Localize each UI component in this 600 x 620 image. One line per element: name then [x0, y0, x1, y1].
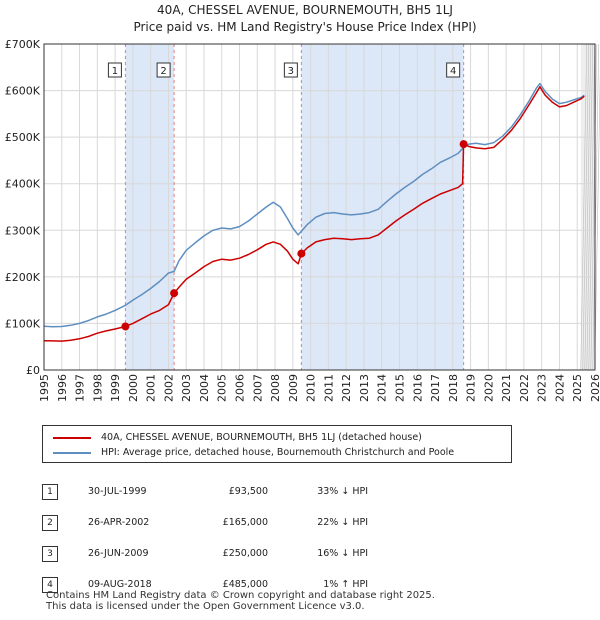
- legend-swatch-hpi: [53, 451, 91, 454]
- x-tick-label: 2009: [287, 374, 300, 402]
- x-tick-label: 2014: [376, 374, 389, 402]
- y-tick-label: £100K: [5, 317, 41, 330]
- future-hatch: [584, 43, 592, 371]
- future-hatch: [590, 43, 598, 371]
- x-tick-label: 1997: [74, 374, 87, 402]
- x-tick-label: 2005: [216, 374, 229, 402]
- future-hatch: [580, 43, 588, 371]
- y-tick-label: £500K: [5, 131, 41, 144]
- table-row: 4 09-AUG-2018 £485,000 1% ↑ HPI: [42, 569, 368, 600]
- y-tick-label: £0: [26, 364, 40, 377]
- future-hatch: [586, 43, 594, 371]
- x-tick-label: 2020: [482, 374, 495, 402]
- table-row: 3 26-JUN-2009 £250,000 16% ↓ HPI: [42, 538, 368, 569]
- transaction-label: 1: [112, 66, 118, 77]
- x-tick-label: 2024: [553, 374, 566, 402]
- y-tick-label: £300K: [5, 224, 41, 237]
- chart-subtitle: Price paid vs. HM Land Registry's House …: [133, 20, 476, 34]
- future-hatch: [592, 43, 600, 371]
- transactions-table: 1 30-JUL-1999 £93,500 33% ↓ HPI 2 26-APR…: [42, 476, 368, 600]
- transaction-price: £93,500: [228, 486, 268, 497]
- x-tick-label: 1999: [109, 374, 122, 402]
- x-tick-label: 2011: [322, 374, 335, 402]
- y-tick-label: £400K: [5, 178, 41, 191]
- price-chart: 40A, CHESSEL AVENUE, BOURNEMOUTH, BH5 1L…: [5, 3, 600, 402]
- transaction-hpi: 22% ↓ HPI: [317, 517, 368, 528]
- x-tick-label: 1998: [91, 374, 104, 402]
- x-tick-label: 2008: [269, 374, 282, 402]
- transaction-number: 3: [42, 545, 58, 562]
- transaction-hpi: 33% ↓ HPI: [317, 486, 368, 497]
- shaded-period: [301, 44, 464, 370]
- transaction-label-box: [283, 62, 298, 78]
- x-tick-label: 1996: [56, 374, 69, 402]
- footer-licence: This data is licensed under the Open Gov…: [46, 601, 365, 612]
- future-hatch: [588, 43, 596, 371]
- price-paid-line: [43, 86, 585, 342]
- x-tick-label: 2016: [411, 374, 424, 402]
- x-tick-label: 2025: [571, 374, 584, 402]
- x-tick-label: 2002: [162, 374, 175, 402]
- plot-area: [43, 43, 596, 371]
- x-tick-label: 2022: [518, 374, 531, 402]
- legend-label-price: 40A, CHESSEL AVENUE, BOURNEMOUTH, BH5 1L…: [101, 432, 422, 443]
- sale-point: [121, 322, 130, 331]
- x-tick-label: 2013: [358, 374, 371, 402]
- sale-point: [459, 140, 468, 149]
- footer-copyright: Contains HM Land Registry data © Crown c…: [46, 590, 435, 601]
- transaction-date: 26-APR-2002: [88, 517, 150, 528]
- transaction-label-box: [107, 62, 122, 78]
- transaction-hpi: 16% ↓ HPI: [317, 548, 368, 559]
- shaded-period: [125, 44, 175, 370]
- hpi-line: [43, 82, 585, 328]
- transaction-date: 09-AUG-2018: [88, 579, 152, 590]
- transaction-label: 2: [160, 66, 166, 77]
- legend-item-hpi: HPI: Average price, detached house, Bour…: [53, 447, 454, 458]
- transaction-date: 26-JUN-2009: [88, 548, 149, 559]
- x-tick-label: 2000: [127, 374, 140, 402]
- legend-swatch-price: [53, 436, 91, 439]
- table-row: 2 26-APR-2002 £165,000 22% ↓ HPI: [42, 507, 368, 538]
- y-tick-label: £600K: [5, 85, 41, 98]
- x-tick-label: 1995: [38, 374, 51, 402]
- transaction-label-box: [156, 62, 171, 78]
- legend-item-price: 40A, CHESSEL AVENUE, BOURNEMOUTH, BH5 1L…: [53, 432, 422, 443]
- x-tick-label: 2001: [145, 374, 158, 402]
- chart-title: 40A, CHESSEL AVENUE, BOURNEMOUTH, BH5 1L…: [157, 3, 453, 17]
- transaction-label: 3: [288, 66, 294, 77]
- sale-point: [297, 249, 306, 258]
- x-tick-label: 2006: [234, 374, 247, 402]
- transaction-label: 4: [450, 66, 456, 77]
- x-tick-label: 2015: [393, 374, 406, 402]
- transaction-price: £250,000: [222, 548, 268, 559]
- legend-label-hpi: HPI: Average price, detached house, Bour…: [101, 447, 455, 458]
- x-tick-label: 2026: [589, 374, 600, 402]
- x-tick-label: 2003: [180, 374, 193, 402]
- footer: Contains HM Land Registry data © Crown c…: [46, 590, 435, 612]
- x-tick-label: 2019: [465, 374, 478, 402]
- table-row: 1 30-JUL-1999 £93,500 33% ↓ HPI: [42, 476, 368, 507]
- x-tick-label: 2007: [251, 374, 264, 402]
- transaction-hpi: 1% ↑ HPI: [323, 579, 368, 590]
- x-tick-label: 2018: [447, 374, 460, 402]
- x-tick-label: 2021: [500, 374, 513, 402]
- transaction-number: 1: [42, 483, 58, 500]
- x-tick-label: 2017: [429, 374, 442, 402]
- x-tick-label: 2004: [198, 374, 211, 402]
- transaction-price: £165,000: [222, 517, 268, 528]
- sale-point: [170, 289, 179, 298]
- transaction-number: 2: [42, 514, 58, 531]
- x-tick-label: 2012: [340, 374, 353, 402]
- future-hatch: [582, 43, 590, 371]
- transaction-label-box: [446, 62, 461, 78]
- transaction-date: 30-JUL-1999: [88, 486, 147, 497]
- y-tick-label: £200K: [5, 271, 41, 284]
- y-tick-label: £700K: [5, 38, 41, 51]
- x-tick-label: 2023: [536, 374, 549, 402]
- x-tick-label: 2010: [305, 374, 318, 402]
- legend: 40A, CHESSEL AVENUE, BOURNEMOUTH, BH5 1L…: [42, 425, 512, 463]
- transaction-price: £485,000: [222, 579, 268, 590]
- transaction-number: 4: [42, 576, 58, 593]
